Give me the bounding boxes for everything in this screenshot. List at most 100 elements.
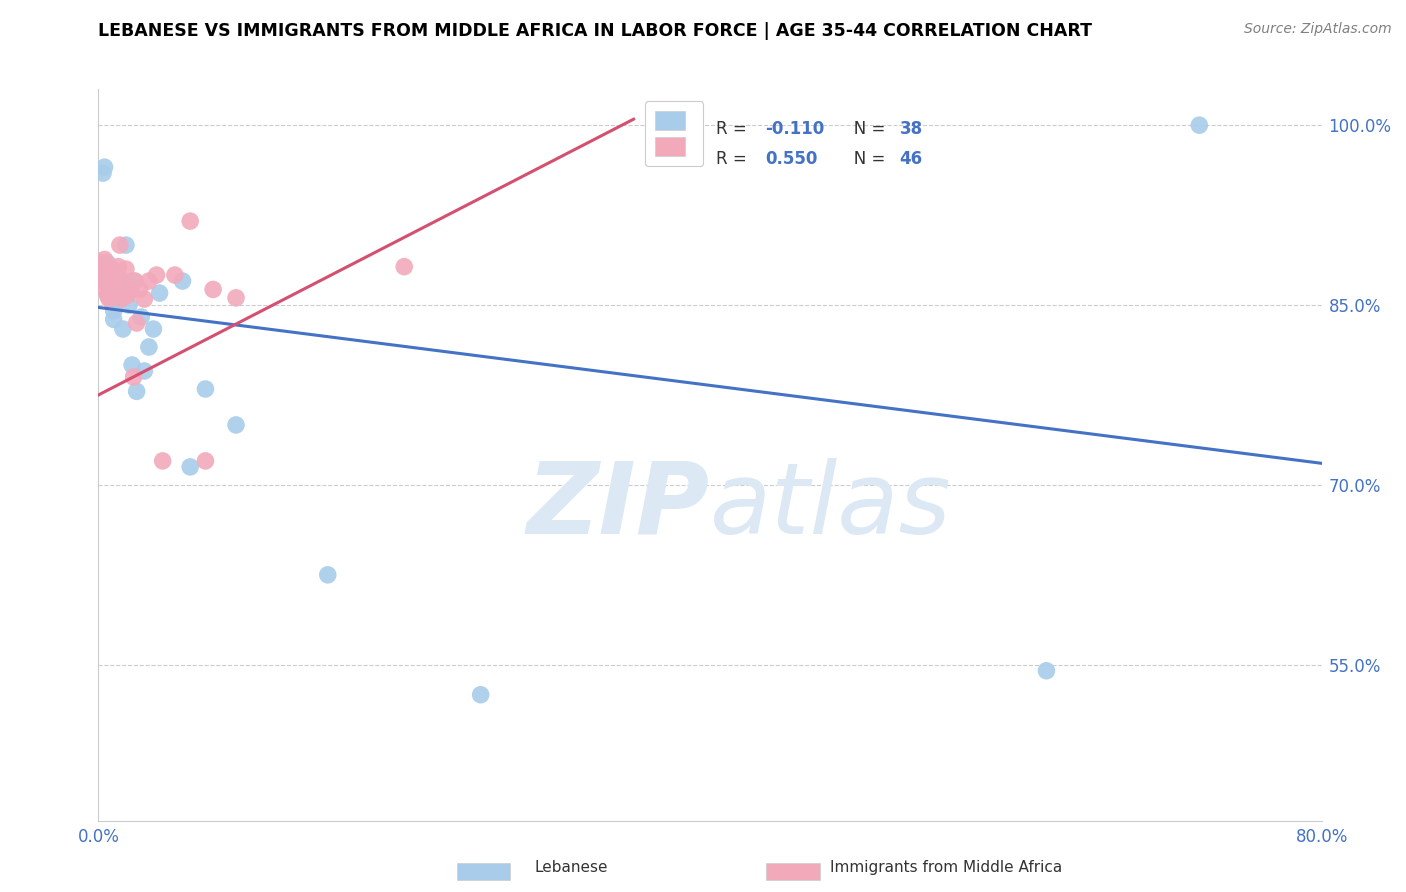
Point	[108, 238, 131, 252]
Point	[94, 260, 117, 274]
Point	[138, 274, 160, 288]
Point	[121, 358, 143, 372]
Text: 38: 38	[900, 120, 922, 138]
Point	[111, 286, 134, 301]
Text: 46: 46	[900, 150, 922, 168]
Point	[103, 312, 125, 326]
Point	[103, 304, 125, 318]
Point	[97, 277, 120, 291]
Point	[101, 268, 124, 282]
Point	[134, 292, 156, 306]
Point	[104, 284, 127, 298]
Point	[105, 268, 128, 282]
Point	[470, 688, 492, 702]
Point	[101, 274, 124, 288]
Point	[225, 291, 247, 305]
Point	[124, 274, 146, 288]
Point	[225, 417, 247, 432]
Point	[107, 274, 129, 288]
Point	[94, 284, 117, 298]
Point	[93, 252, 115, 267]
Point	[103, 271, 125, 285]
Point	[91, 166, 114, 180]
Point	[1188, 118, 1211, 132]
Point	[90, 264, 112, 278]
Point	[122, 274, 145, 288]
Point	[101, 262, 124, 277]
Point	[163, 268, 186, 282]
Point	[115, 238, 138, 252]
Point	[98, 268, 121, 282]
Text: Source: ZipAtlas.com: Source: ZipAtlas.com	[1244, 22, 1392, 37]
Point	[117, 288, 139, 302]
Point	[101, 294, 124, 309]
Point	[90, 256, 112, 270]
Point	[97, 270, 120, 285]
Point	[392, 260, 416, 274]
Point	[104, 264, 127, 278]
Point	[128, 282, 150, 296]
Text: 0.550: 0.550	[765, 150, 817, 168]
Text: atlas: atlas	[710, 458, 952, 555]
Text: LEBANESE VS IMMIGRANTS FROM MIDDLE AFRICA IN LABOR FORCE | AGE 35-44 CORRELATION: LEBANESE VS IMMIGRANTS FROM MIDDLE AFRIC…	[98, 22, 1092, 40]
Text: R =: R =	[716, 150, 752, 168]
Point	[97, 288, 120, 302]
Point	[129, 310, 152, 324]
Point	[194, 382, 217, 396]
Point	[94, 269, 117, 284]
Point	[89, 264, 111, 278]
Text: ZIP: ZIP	[527, 458, 710, 555]
Point	[100, 268, 122, 282]
Point	[100, 288, 122, 302]
Point	[194, 454, 217, 468]
Point	[91, 274, 114, 288]
Text: R =: R =	[716, 120, 752, 138]
Point	[120, 284, 142, 298]
Text: Immigrants from Middle Africa: Immigrants from Middle Africa	[830, 861, 1062, 875]
Point	[98, 277, 121, 291]
Point	[110, 292, 132, 306]
Point	[134, 364, 156, 378]
Point	[1035, 664, 1057, 678]
Point	[122, 370, 145, 384]
Point	[97, 262, 120, 277]
Text: N =: N =	[838, 150, 891, 168]
Point	[98, 268, 121, 282]
Point	[111, 322, 134, 336]
Point	[93, 160, 115, 174]
Text: -0.110: -0.110	[765, 120, 824, 138]
Point	[108, 271, 131, 285]
Point	[103, 286, 125, 301]
Point	[97, 256, 120, 270]
Point	[110, 274, 132, 288]
Point	[152, 454, 174, 468]
Point	[93, 264, 115, 278]
Point	[179, 214, 201, 228]
Point	[142, 322, 165, 336]
Point	[93, 264, 115, 278]
Point	[115, 262, 138, 277]
Point	[110, 292, 132, 306]
Point	[104, 277, 127, 291]
Point	[316, 567, 339, 582]
Point	[90, 268, 112, 282]
Point	[145, 268, 167, 282]
Point	[138, 340, 160, 354]
Point	[125, 316, 148, 330]
Y-axis label: In Labor Force | Age 35-44: In Labor Force | Age 35-44	[0, 354, 8, 556]
Point	[100, 280, 122, 294]
Point	[105, 274, 128, 288]
Legend: , : ,	[645, 101, 703, 166]
Point	[202, 282, 225, 296]
Point	[172, 274, 194, 288]
Point	[149, 286, 172, 301]
Point	[125, 384, 148, 399]
Text: N =: N =	[838, 120, 891, 138]
Point	[179, 459, 201, 474]
Point	[98, 292, 121, 306]
Point	[107, 260, 129, 274]
Point	[118, 298, 141, 312]
Text: Lebanese: Lebanese	[534, 861, 607, 875]
Point	[98, 286, 121, 301]
Point	[94, 268, 117, 282]
